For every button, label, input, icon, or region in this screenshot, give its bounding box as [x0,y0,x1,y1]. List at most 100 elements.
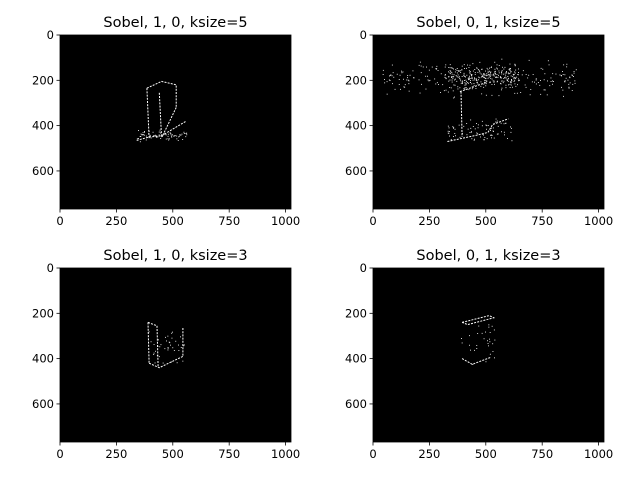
y-tick-label: 200 [32,306,54,320]
edge-dot [165,336,166,338]
edge-dot [509,63,511,65]
edge-dot [451,68,453,69]
edge-dot [404,86,406,88]
x-tick-label: 1000 [271,447,300,461]
edge-dot [148,130,150,132]
edge-dot [492,74,494,76]
edge-dot [565,77,567,79]
edge-dot [171,337,173,339]
edge-dot [469,132,471,133]
edge-dot [485,124,487,126]
edge-dot [470,78,472,79]
edge-dot [488,326,490,328]
edge-dot [512,86,513,88]
edge-dot [457,88,459,90]
edge-dot [467,82,468,84]
edge-dot [484,77,486,79]
edge-dot [534,81,535,83]
edge-dot [462,132,463,134]
edge-dot [490,74,492,76]
edge-dot [436,82,438,84]
edge-dot [514,65,516,67]
edge-dot [561,75,562,77]
edge-dot [140,133,142,135]
edge-dot [511,127,512,129]
edge-dot [498,72,500,74]
edge-dot [476,132,478,134]
edge-dot [401,70,402,72]
edge-dot [515,69,517,71]
subplot-title: Sobel, 0, 1, ksize=5 [416,15,560,31]
edge-dot [493,123,495,125]
edge-dot [514,72,516,74]
edge-dot [481,332,483,334]
edge-dot [461,81,463,83]
edge-dot [460,72,462,73]
edge-dot [485,361,487,363]
edge-dot [468,67,470,68]
edge-dot [429,79,431,81]
edge-dot [553,81,554,82]
edge-dot [488,324,490,326]
edge-dot [485,94,487,96]
edge-dot [476,345,478,346]
x-tick-label: 750 [531,447,553,461]
edge-dot [462,83,463,84]
edge-dot [471,88,473,90]
edge-dot [491,94,493,96]
edge-dot [382,74,384,75]
edge-dot [454,71,456,73]
edge-dot [504,73,506,75]
edge-dot [445,64,447,66]
edge-dot [389,80,391,81]
edge-dot [504,76,506,78]
edge-dot [452,90,454,92]
edge-dot [459,77,460,79]
edge-dot [507,78,509,80]
edge-line [447,131,489,142]
edge-dot [158,339,159,341]
edge-dot [491,127,492,129]
edge-dots [448,63,518,89]
edge-dot [459,78,461,80]
edge-dot [498,95,500,97]
edge-dot [494,61,496,63]
edge-dot [505,75,507,77]
edge-dot [517,74,519,76]
edge-dot [461,65,463,67]
edge-dot [510,131,512,133]
edge-dot [178,136,180,138]
edge-dot [472,77,473,79]
edge-dot [181,133,183,135]
edge-dot [390,74,392,76]
edge-dot [485,74,487,76]
edge-dot [455,75,457,76]
edge-dot [539,84,541,86]
y-tick-label: 400 [32,352,54,366]
y-tick-label: 200 [345,306,367,320]
edge-dot [490,77,492,79]
edge-dot [525,74,527,75]
edge-dot [401,72,403,74]
edge-dot [481,74,483,76]
edge-dot [145,139,147,141]
edge-dot [388,79,390,81]
edge-dot [178,350,180,351]
edge-dot [497,125,499,127]
edge-dot [464,68,465,69]
edge-dot [508,72,509,74]
edge-dot [472,63,474,65]
edge-dot [474,78,476,80]
edge-dot [518,78,519,80]
edge-dot [513,76,515,78]
edge-dot [463,64,465,66]
edge-dot [574,80,576,82]
edge-dot [419,92,421,94]
edge-dot [428,69,430,71]
edge-dot [503,73,505,75]
edge-dot [564,74,566,76]
edge-dot [431,66,433,68]
edge-dot [520,92,522,93]
edge-dot [503,123,505,125]
edge-dot [468,79,470,81]
